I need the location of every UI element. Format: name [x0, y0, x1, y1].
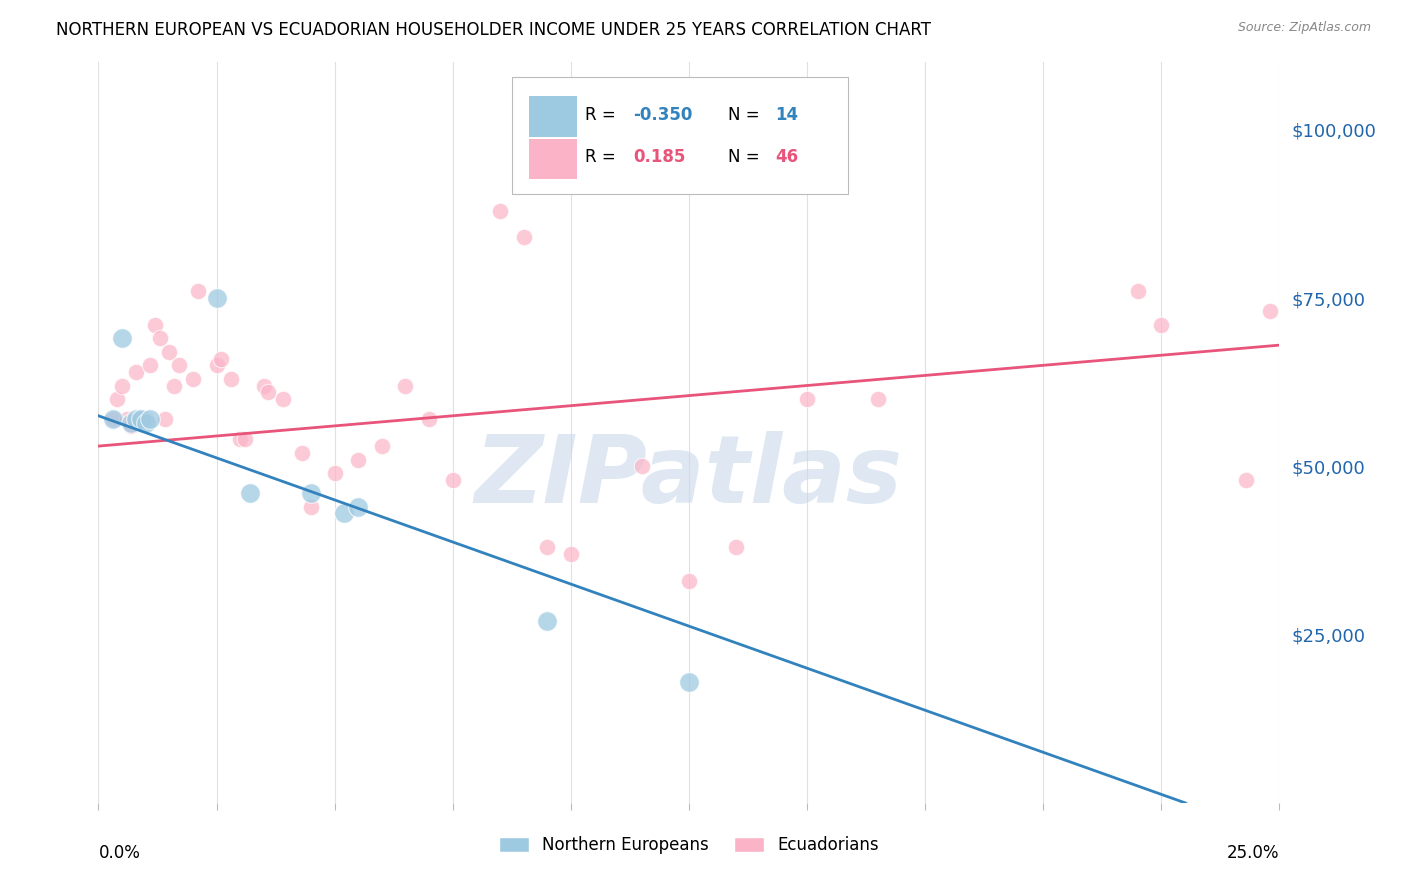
Text: 46: 46	[775, 148, 799, 166]
Point	[187, 285, 209, 299]
Text: NORTHERN EUROPEAN VS ECUADORIAN HOUSEHOLDER INCOME UNDER 25 YEARS CORRELATION CH: NORTHERN EUROPEAN VS ECUADORIAN HOUSEHOL…	[56, 21, 931, 38]
Point	[229, 433, 252, 447]
Point	[1126, 285, 1149, 299]
Point	[233, 433, 256, 447]
Point	[371, 439, 394, 453]
FancyBboxPatch shape	[512, 78, 848, 194]
Point	[678, 574, 700, 588]
Text: 14: 14	[775, 106, 799, 124]
Point	[418, 412, 440, 426]
Point	[536, 540, 558, 554]
Point	[105, 392, 128, 406]
Point	[333, 507, 356, 521]
Point	[111, 378, 134, 392]
Point	[725, 540, 748, 554]
Text: R =: R =	[585, 148, 621, 166]
Point	[299, 486, 322, 500]
Point	[205, 359, 228, 373]
Point	[394, 378, 416, 392]
Point	[125, 412, 148, 426]
Point	[441, 473, 464, 487]
Point	[347, 500, 370, 514]
Point	[796, 392, 818, 406]
Text: 0.185: 0.185	[634, 148, 686, 166]
Text: R =: R =	[585, 106, 621, 124]
Point	[135, 416, 157, 430]
FancyBboxPatch shape	[530, 138, 576, 179]
Point	[536, 614, 558, 628]
Point	[678, 674, 700, 689]
Legend: Northern Europeans, Ecuadorians: Northern Europeans, Ecuadorians	[492, 830, 886, 861]
Point	[630, 459, 652, 474]
Point	[157, 344, 180, 359]
Point	[219, 372, 242, 386]
Point	[163, 378, 186, 392]
Point	[1258, 304, 1281, 318]
Point	[347, 452, 370, 467]
Text: 0.0%: 0.0%	[98, 844, 141, 862]
Point	[129, 412, 152, 426]
Point	[205, 291, 228, 305]
Text: N =: N =	[728, 148, 765, 166]
Text: N =: N =	[728, 106, 765, 124]
Point	[299, 500, 322, 514]
Point	[560, 547, 582, 561]
Point	[143, 318, 166, 332]
Point	[153, 412, 176, 426]
Point	[129, 412, 152, 426]
Point	[1150, 318, 1173, 332]
Point	[257, 385, 280, 400]
Point	[323, 466, 346, 480]
Point	[101, 412, 124, 426]
Text: 25.0%: 25.0%	[1227, 844, 1279, 862]
Point	[167, 359, 190, 373]
Point	[135, 412, 157, 426]
Text: ZIPatlas: ZIPatlas	[475, 431, 903, 523]
Point	[115, 412, 138, 426]
Point	[209, 351, 232, 366]
FancyBboxPatch shape	[530, 96, 576, 137]
Point	[512, 230, 534, 244]
Point	[489, 203, 512, 218]
Point	[1234, 473, 1257, 487]
Point	[121, 418, 143, 433]
Point	[271, 392, 294, 406]
Point	[139, 412, 162, 426]
Point	[253, 378, 276, 392]
Text: Source: ZipAtlas.com: Source: ZipAtlas.com	[1237, 21, 1371, 34]
Point	[290, 446, 312, 460]
Point	[101, 412, 124, 426]
Point	[181, 372, 204, 386]
Point	[866, 392, 889, 406]
Point	[121, 416, 143, 430]
Point	[125, 365, 148, 379]
Point	[239, 486, 262, 500]
Point	[139, 359, 162, 373]
Point	[149, 331, 172, 345]
Text: -0.350: -0.350	[634, 106, 693, 124]
Point	[111, 331, 134, 345]
